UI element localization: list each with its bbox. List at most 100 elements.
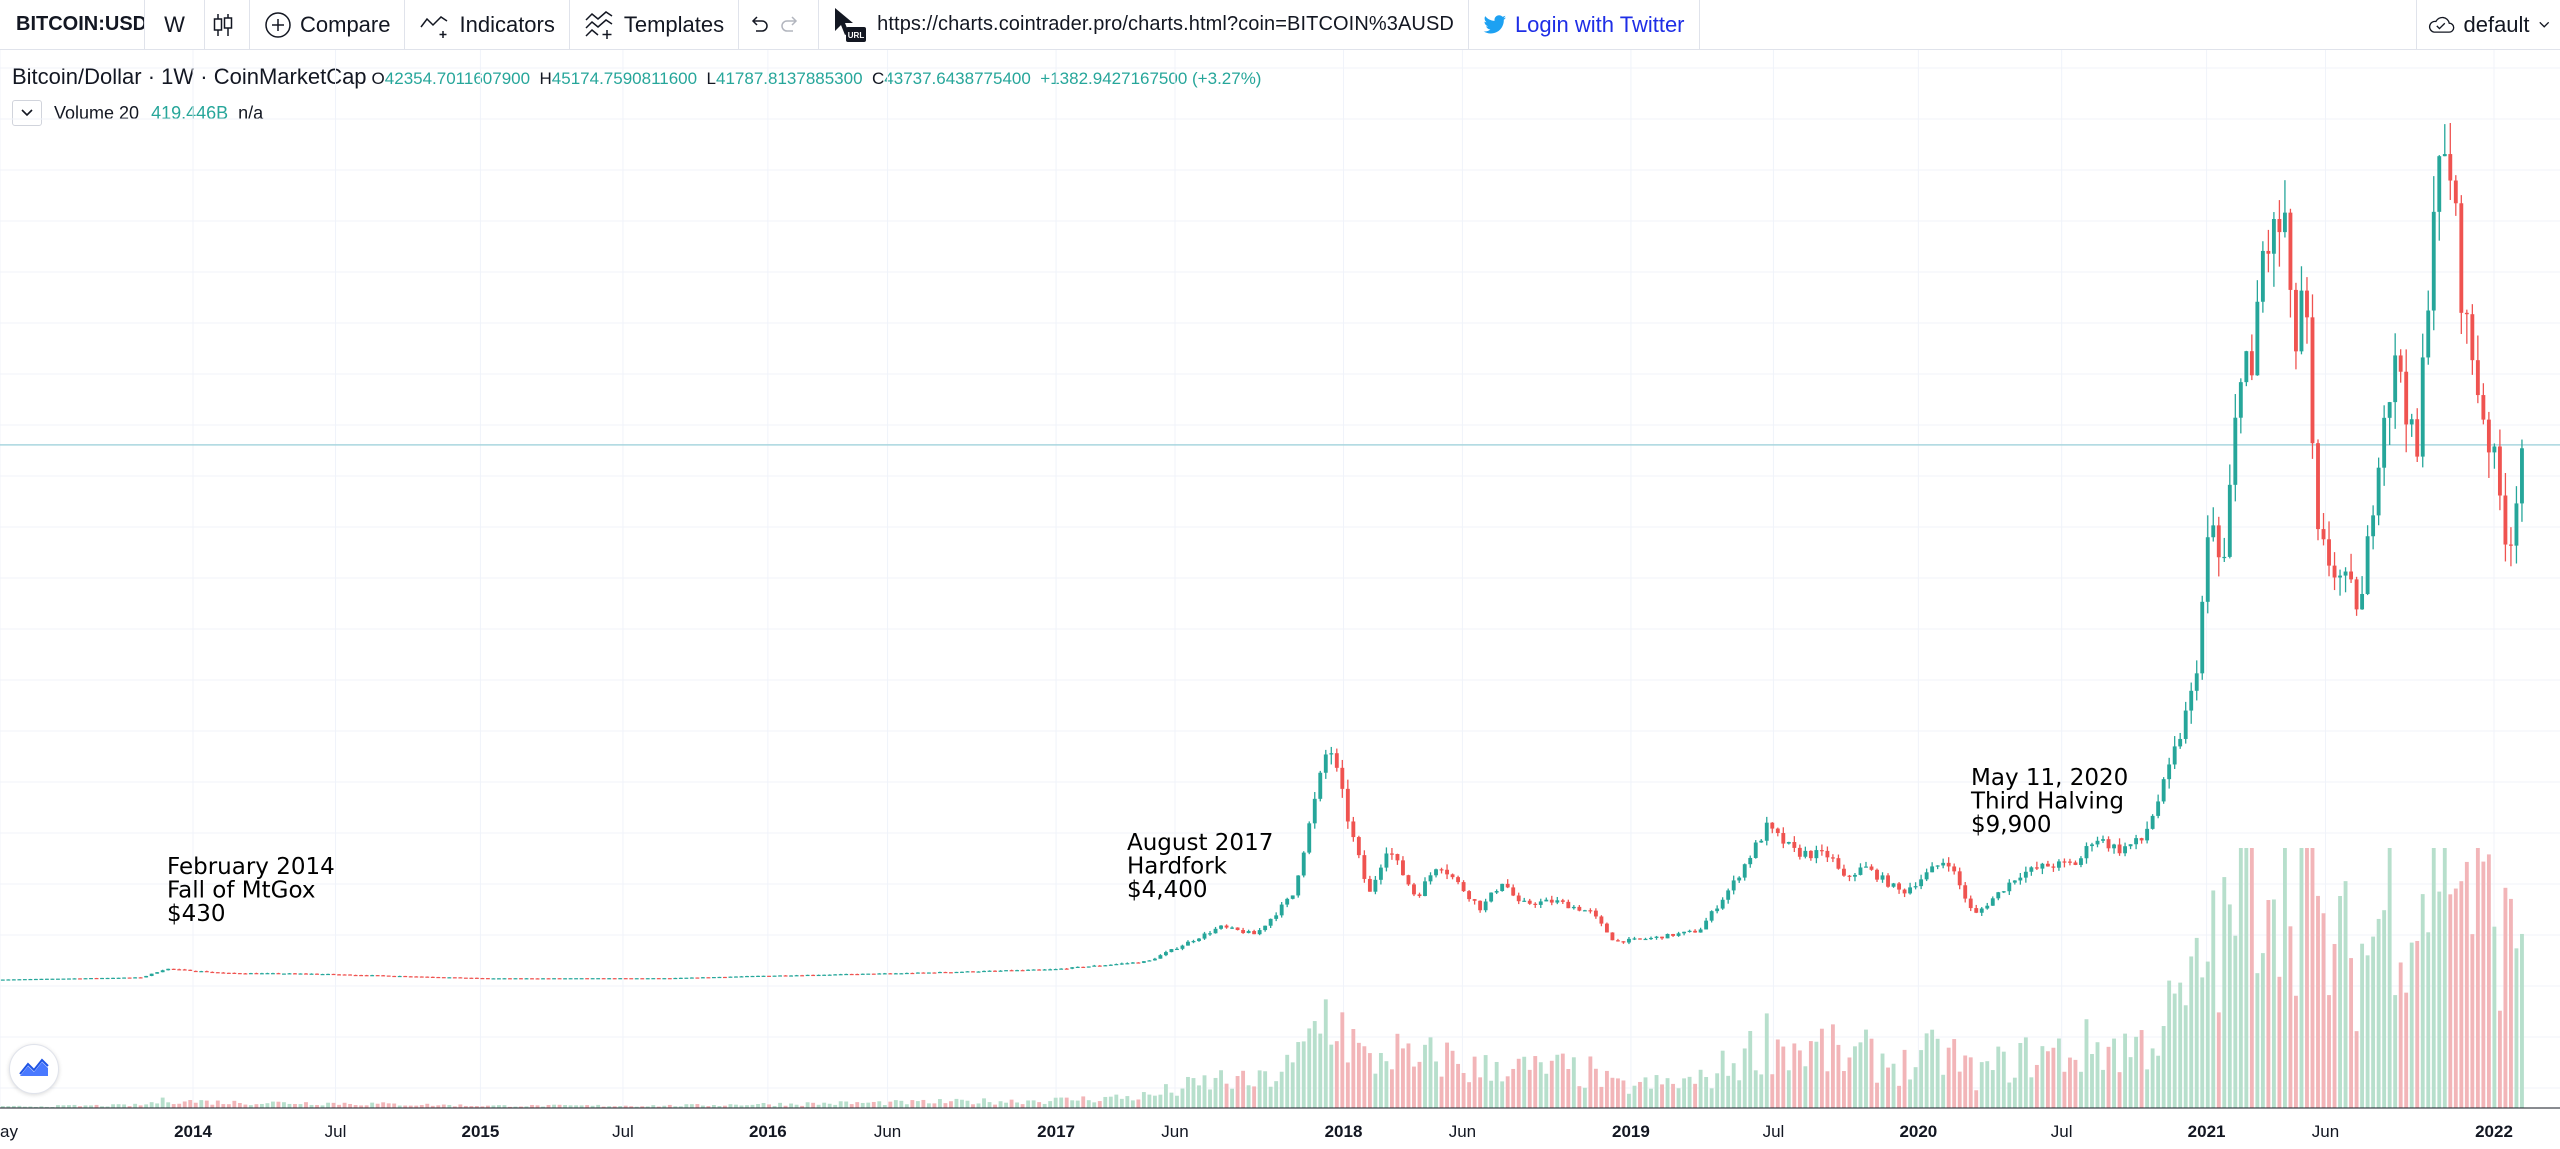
- candle-body: [1632, 938, 1637, 940]
- redo-icon[interactable]: [779, 15, 801, 35]
- candle-body: [629, 978, 634, 980]
- candle-body: [1467, 891, 1472, 900]
- candle-body: [590, 978, 595, 980]
- volume-bar: [1522, 1056, 1527, 1108]
- candle-body: [557, 978, 562, 980]
- volume-bar: [2211, 890, 2216, 1108]
- candle-body: [976, 971, 981, 973]
- candle-body: [2034, 867, 2039, 869]
- volume-bar: [1307, 1028, 1312, 1108]
- candle-body: [342, 974, 347, 976]
- volume-bar: [2023, 1037, 2028, 1108]
- candle-body: [1362, 855, 1367, 879]
- chart-type-button[interactable]: [205, 0, 250, 50]
- candle-body: [640, 978, 645, 980]
- candle-body: [2178, 738, 2183, 747]
- candle-body: [2321, 529, 2326, 540]
- volume-bar: [607, 1106, 612, 1108]
- candle-body: [0, 979, 5, 981]
- volume-bar: [1323, 999, 1328, 1108]
- candle-body: [1930, 866, 1935, 873]
- twitter-login-button[interactable]: Login with Twitter: [1469, 0, 1700, 50]
- volume-bar: [1186, 1076, 1190, 1108]
- volume-bar: [2497, 1010, 2502, 1108]
- candle-body: [612, 978, 617, 980]
- templates-button[interactable]: Templates: [570, 0, 740, 50]
- volume-bar: [1367, 1053, 1372, 1108]
- candle-body: [353, 974, 358, 977]
- candle-body: [524, 978, 529, 980]
- candle-body: [94, 978, 99, 980]
- interval-button[interactable]: W: [145, 0, 205, 50]
- candle-body: [1946, 862, 1951, 867]
- volume-bar: [1048, 1101, 1053, 1108]
- volume-bar: [441, 1104, 446, 1108]
- candle-body: [827, 974, 832, 976]
- layout-save-button[interactable]: default: [2417, 0, 2560, 50]
- volume-bar: [1163, 1084, 1168, 1108]
- volume-bar: [1616, 1078, 1620, 1108]
- x-tick-label: 2022: [2475, 1122, 2513, 1141]
- url-field[interactable]: URL https://charts.cointrader.pro/charts…: [819, 0, 1469, 50]
- volume-bar: [1467, 1082, 1472, 1108]
- volume-bar: [78, 1106, 82, 1108]
- candle-body: [259, 973, 264, 975]
- candle-body: [491, 978, 496, 980]
- candle-body: [1682, 931, 1687, 934]
- volume-bar: [2481, 861, 2486, 1108]
- undo-icon[interactable]: [748, 15, 770, 35]
- candle-body: [1968, 898, 1973, 909]
- candle-body: [1957, 871, 1962, 886]
- volume-bar: [1908, 1079, 1913, 1108]
- candle-body: [2442, 154, 2447, 157]
- candle-body: [1825, 850, 1830, 858]
- volume-collapse-button[interactable]: [12, 100, 42, 126]
- volume-bar: [2420, 894, 2425, 1108]
- volume-bar: [1351, 1029, 1356, 1108]
- volume-bar: [2095, 1042, 2100, 1108]
- volume-bar: [2332, 943, 2337, 1108]
- volume-bar: [72, 1104, 77, 1108]
- volume-bar: [2101, 1069, 2105, 1108]
- candle-body: [1125, 963, 1130, 965]
- volume-bar: [888, 1101, 893, 1108]
- candle-body: [1836, 858, 1841, 869]
- candle-body: [397, 975, 402, 978]
- candle-body: [1323, 754, 1328, 773]
- candle-body: [155, 972, 160, 974]
- candle-body: [2073, 862, 2078, 865]
- candle-body: [1511, 887, 1516, 896]
- volume-bar: [1627, 1093, 1631, 1108]
- volume-bar: [2486, 854, 2491, 1108]
- indicators-button[interactable]: Indicators: [405, 0, 570, 50]
- candle-body: [623, 978, 628, 980]
- twitter-login-label: Login with Twitter: [1514, 11, 1685, 37]
- candle-body: [2409, 419, 2414, 425]
- candle-body: [83, 978, 88, 980]
- undo-redo-group: [739, 0, 820, 50]
- volume-bar: [1020, 1104, 1025, 1108]
- volume-bar: [1704, 1077, 1709, 1108]
- candle-body: [1803, 850, 1808, 857]
- candle-body: [1533, 903, 1538, 905]
- volume-bar: [1742, 1048, 1747, 1108]
- volume-bar: [2233, 935, 2238, 1108]
- candle-body: [1516, 895, 1521, 902]
- candle-body: [122, 977, 127, 979]
- chart-logo-button[interactable]: [9, 1044, 59, 1094]
- compare-button[interactable]: Compare: [250, 0, 406, 50]
- volume-bar: [1985, 1061, 1990, 1108]
- candle-body: [61, 978, 66, 980]
- volume-bar: [579, 1105, 584, 1108]
- candle-body: [2288, 212, 2293, 290]
- volume-bar: [943, 1103, 948, 1108]
- volume-bar: [1026, 1100, 1031, 1108]
- volume-bar: [684, 1104, 689, 1108]
- candle-body: [232, 972, 237, 975]
- volume-bar: [83, 1105, 88, 1108]
- candle-body: [783, 975, 788, 977]
- candle-body: [1235, 927, 1240, 931]
- volume-bar: [508, 1106, 512, 1108]
- symbol-search-field[interactable]: BITCOIN:USD: [0, 0, 145, 50]
